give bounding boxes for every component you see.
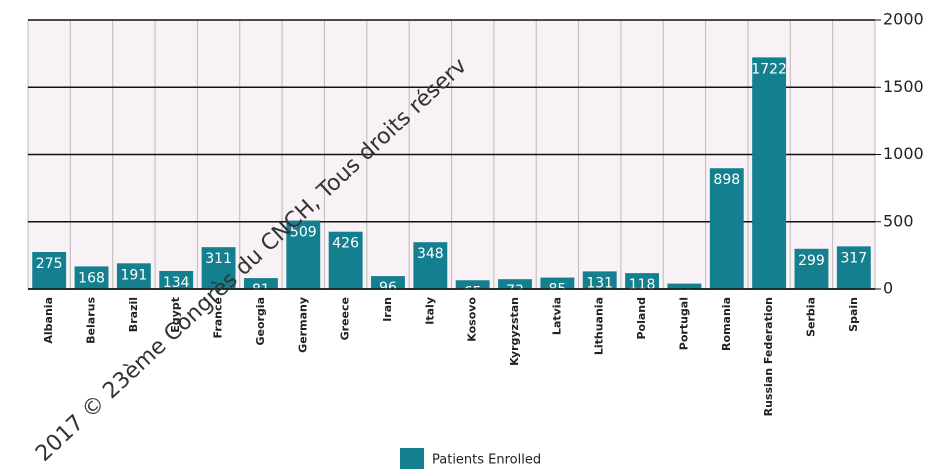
value-label: 898 — [713, 172, 740, 188]
x-tick-label: Brazil — [127, 297, 140, 332]
y-tick-label: 1500 — [883, 77, 924, 96]
value-label: 348 — [417, 246, 444, 262]
bar — [243, 278, 278, 289]
y-tick-label: 1000 — [883, 144, 924, 163]
bar — [498, 279, 532, 289]
value-label: 299 — [798, 253, 825, 269]
bar — [159, 270, 194, 289]
bar — [32, 252, 67, 289]
value-label: 40 — [676, 288, 694, 304]
bar — [201, 247, 236, 289]
bar — [116, 263, 151, 289]
x-tick-label: Portugal — [677, 297, 690, 350]
x-tick-label: Latvia — [550, 297, 563, 335]
bar — [74, 266, 109, 289]
x-tick-label: Kosovo — [466, 297, 479, 342]
bar — [836, 246, 871, 289]
x-tick-label: Greece — [339, 297, 352, 340]
bar — [455, 280, 490, 289]
x-tick-label: Italy — [423, 297, 436, 325]
y-tick-label: 2000 — [883, 10, 924, 29]
value-label: 426 — [332, 236, 359, 252]
x-tick-label: Belarus — [85, 297, 98, 344]
bar — [582, 271, 617, 289]
value-label: 73 — [506, 283, 524, 299]
x-tick-label: Serbia — [804, 297, 817, 337]
value-label: 275 — [36, 256, 63, 272]
bar — [413, 242, 448, 289]
x-tick-label: Romania — [720, 297, 733, 351]
bar — [540, 277, 575, 289]
value-label: 96 — [379, 280, 397, 296]
legend-swatch — [400, 448, 424, 469]
x-tick-label: Poland — [635, 297, 648, 340]
value-label: 134 — [163, 275, 190, 291]
bar — [286, 220, 321, 289]
y-tick-label: 500 — [883, 211, 914, 230]
x-tick-label: Egypt — [169, 297, 182, 333]
legend-label: Patients Enrolled — [432, 453, 541, 468]
value-label: 168 — [78, 270, 105, 286]
bar — [794, 248, 829, 289]
x-tick-label: Russian Federation — [762, 297, 775, 416]
bar — [371, 276, 405, 289]
x-tick-label: Spain — [847, 297, 860, 332]
bar — [752, 57, 787, 290]
value-label: 191 — [121, 267, 148, 283]
x-tick-label: Lithuania — [593, 297, 606, 355]
value-label: 311 — [205, 251, 232, 267]
bar — [709, 168, 744, 289]
value-label: 1722 — [751, 61, 787, 77]
x-tick-label: Iran — [381, 297, 394, 322]
x-tick-label: France — [212, 297, 225, 338]
x-tick-label: Georgia — [254, 297, 267, 346]
bar — [667, 283, 702, 289]
value-label: 131 — [586, 275, 613, 291]
y-tick-label: 0 — [883, 279, 893, 298]
x-tick-label: Albania — [42, 297, 55, 344]
value-label: 317 — [840, 250, 867, 266]
bar — [625, 273, 660, 289]
x-tick-label: Germany — [296, 297, 309, 353]
value-label: 118 — [629, 277, 656, 293]
value-label: 81 — [252, 282, 270, 298]
x-tick-label: Kyrgyzstan — [508, 297, 521, 366]
value-label: 509 — [290, 225, 317, 241]
bar — [328, 231, 363, 289]
